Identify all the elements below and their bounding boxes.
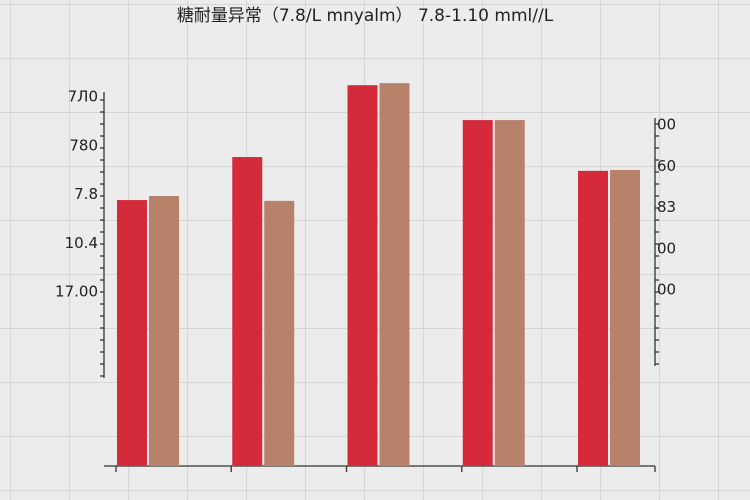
bar <box>149 196 179 466</box>
left-axis-label: 17.00 <box>55 283 98 301</box>
chart-title: 糖耐量异常（7.8/L mnyalm） 7.8-1.10 mml//L <box>177 6 554 26</box>
left-axis-label: 780 <box>69 136 98 154</box>
right-axis-label: 00 <box>657 281 676 299</box>
left-axis-label: 10.4 <box>65 234 98 252</box>
bar <box>379 83 410 466</box>
bar <box>610 170 640 466</box>
right-axis-label: 00 <box>657 239 676 257</box>
bar <box>264 200 295 466</box>
bar <box>578 170 608 466</box>
bar <box>494 120 525 466</box>
bar <box>462 120 493 466</box>
bar <box>347 85 378 466</box>
right-axis-label: 83 <box>657 198 676 216</box>
right-axis-label: 60 <box>657 157 676 175</box>
bar <box>232 157 263 466</box>
left-axis-label: 7.8 <box>74 185 98 203</box>
right-axis-label: 00 <box>657 116 676 134</box>
bar <box>117 200 147 466</box>
left-axis-label: 7Л0 <box>68 88 98 106</box>
